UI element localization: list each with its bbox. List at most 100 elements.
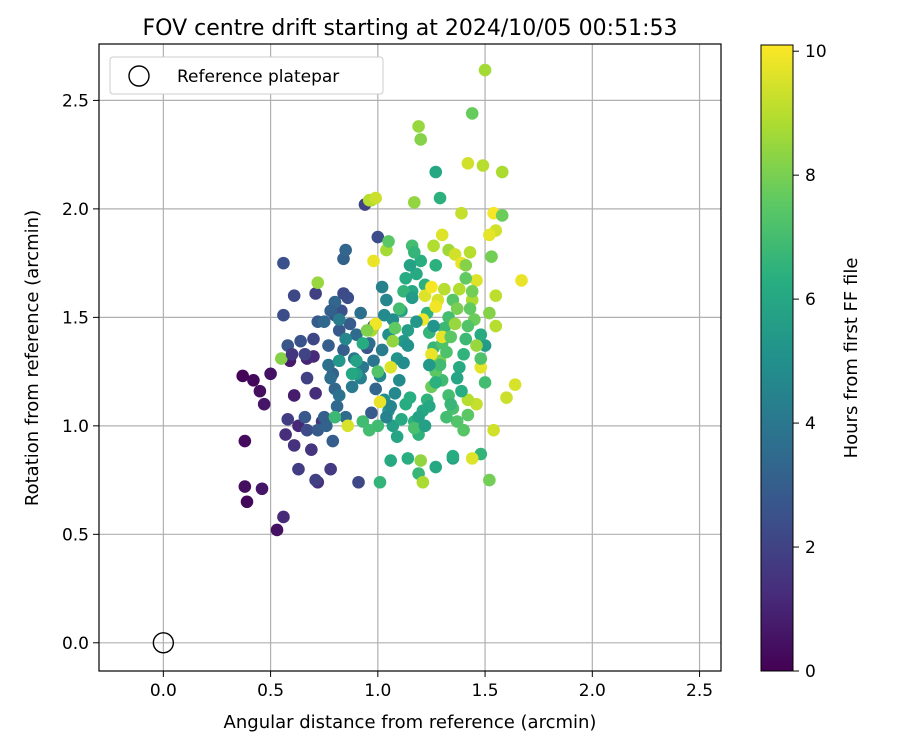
data-point [324, 462, 337, 476]
legend: Reference platepar [109, 56, 384, 95]
data-point [470, 339, 483, 352]
data-point [309, 473, 322, 487]
data-point [371, 230, 385, 244]
data-points [236, 63, 528, 537]
grid [99, 44, 721, 671]
colorbar: 0 2 4 6 8 10 Hours from first FF file [760, 42, 862, 682]
data-point [343, 317, 357, 331]
y-axis-label: Rotation from reference (arcmin) [22, 210, 43, 506]
data-point [356, 415, 370, 428]
data-point [397, 356, 410, 370]
data-point [470, 274, 483, 287]
data-point [450, 371, 464, 385]
data-point [388, 321, 402, 335]
data-point [392, 373, 406, 387]
data-point [489, 289, 503, 302]
data-point [367, 354, 380, 368]
colorbar-gradient [760, 44, 794, 672]
data-point [309, 386, 322, 400]
y-tick-label: 1.0 [62, 417, 89, 437]
data-point [444, 330, 458, 344]
data-point [332, 354, 346, 368]
data-point [429, 258, 443, 272]
colorbar-tick-label: 4 [805, 414, 816, 434]
data-point [448, 248, 462, 261]
data-point [337, 287, 350, 300]
data-point [459, 272, 473, 285]
data-point [407, 421, 421, 435]
colorbar-tick-label: 0 [805, 662, 816, 682]
data-point [416, 475, 430, 489]
data-point [317, 410, 331, 424]
data-point [495, 209, 509, 222]
data-point [247, 373, 260, 387]
data-point [330, 400, 344, 413]
data-point [414, 254, 428, 268]
data-point [279, 428, 292, 441]
x-axis-ticks: 0.0 0.5 1.0 1.5 2.0 2.5 [150, 671, 713, 701]
data-point [412, 120, 425, 133]
x-tick-label: 1.0 [364, 681, 391, 701]
data-point [367, 254, 380, 268]
data-point [483, 306, 496, 320]
data-point [459, 258, 473, 272]
x-tick-label: 0.0 [150, 681, 177, 701]
y-tick-label: 0.5 [62, 525, 89, 545]
data-point [277, 510, 290, 524]
data-point [474, 360, 488, 374]
data-point [337, 343, 350, 357]
data-point [440, 345, 453, 359]
data-point [423, 400, 436, 413]
data-point [380, 293, 393, 307]
data-point [461, 393, 475, 407]
data-point [287, 439, 301, 452]
data-point [332, 324, 346, 337]
data-point [440, 410, 453, 424]
data-point [444, 397, 458, 411]
data-point [324, 371, 337, 385]
data-point [487, 423, 500, 437]
data-point [386, 419, 400, 433]
data-point [403, 258, 417, 272]
data-point [371, 365, 385, 378]
data-point [356, 337, 370, 350]
data-point [410, 267, 423, 281]
data-point [429, 376, 443, 389]
data-point [305, 443, 318, 457]
data-point [360, 324, 374, 337]
data-point [461, 319, 475, 333]
data-point [429, 460, 443, 474]
data-point [515, 274, 528, 287]
data-point [457, 347, 470, 361]
data-point [427, 319, 440, 333]
data-point [365, 406, 378, 420]
colorbar-ticks: 0 2 4 6 8 10 [793, 42, 827, 682]
data-point [465, 285, 479, 298]
data-point [508, 378, 522, 391]
data-point [352, 475, 365, 489]
data-point [322, 358, 335, 372]
data-point [423, 358, 436, 372]
data-point [438, 282, 451, 296]
data-point [485, 250, 498, 263]
data-point [380, 410, 393, 424]
data-point [429, 165, 443, 179]
data-point [373, 475, 387, 489]
data-point [418, 419, 432, 433]
data-point [399, 272, 413, 285]
y-tick-label: 2.0 [62, 200, 89, 220]
data-point [275, 352, 288, 365]
data-point [461, 157, 475, 170]
data-point [300, 371, 314, 385]
data-point [401, 339, 415, 352]
data-point [309, 287, 322, 300]
data-point [341, 419, 355, 433]
data-point [277, 256, 290, 270]
data-point [270, 523, 284, 537]
data-point [478, 63, 492, 77]
data-point [382, 235, 395, 248]
y-tick-label: 0.0 [62, 634, 89, 654]
x-tick-label: 2.5 [686, 681, 713, 701]
y-tick-label: 1.5 [62, 308, 89, 328]
